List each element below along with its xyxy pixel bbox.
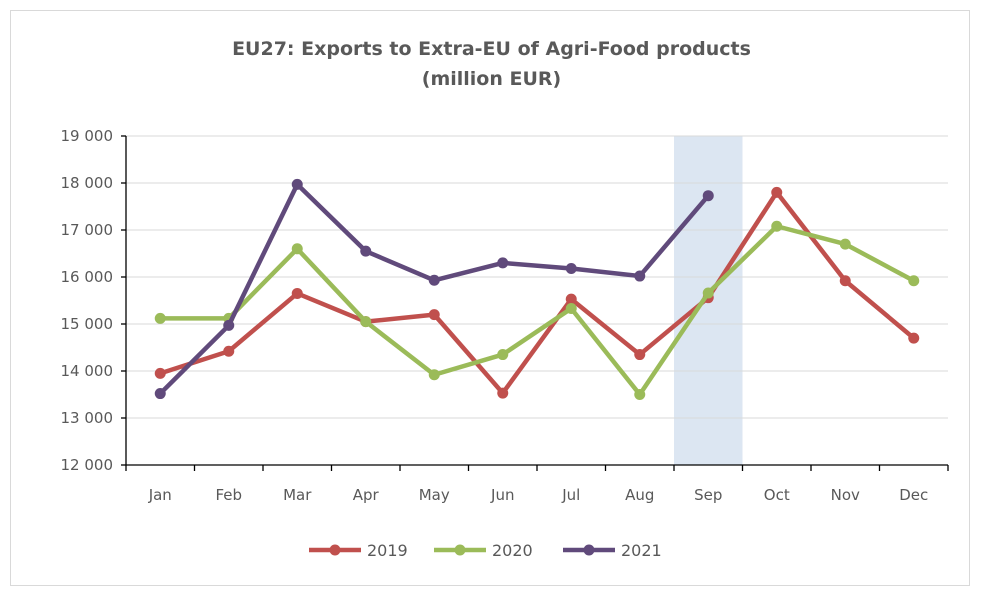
x-tick-label: Jul: [561, 486, 580, 504]
point-2019-Jun: [497, 387, 509, 399]
legend-label-2020: 2020: [492, 541, 533, 560]
chart-title-line2: (million EUR): [421, 68, 562, 90]
x-tick-label: Jan: [148, 486, 172, 504]
point-2021-Jan: [154, 388, 166, 400]
point-2021-Jun: [497, 257, 509, 269]
point-2020-Aug: [634, 389, 646, 400]
y-tick-label: 17 000: [61, 221, 114, 239]
legend-marker-2021: [583, 544, 595, 556]
x-tick-label: Apr: [353, 486, 380, 504]
x-tick-label: May: [419, 486, 450, 504]
point-2019-Aug: [634, 349, 646, 361]
point-2019-May: [428, 309, 440, 321]
legend-marker-2019: [329, 544, 341, 556]
legend-marker-2020: [454, 544, 466, 556]
series-line-2019: [158, 190, 916, 396]
point-2021-Mar: [291, 178, 303, 190]
point-2020-Jul: [565, 302, 577, 314]
point-2021-Apr: [360, 245, 372, 257]
point-2020-Jan: [154, 312, 166, 324]
point-2021-Sep: [702, 190, 714, 202]
point-2019-Jan: [154, 367, 166, 379]
point-2019-Jul: [565, 293, 577, 305]
y-tick-label: 15 000: [61, 315, 114, 333]
legend-label-2019: 2019: [367, 541, 408, 560]
x-tick-label: Nov: [831, 486, 860, 504]
x-tick-label: Sep: [694, 486, 722, 504]
y-tick-label: 16 000: [61, 268, 114, 286]
point-2019-Mar: [291, 287, 303, 299]
point-2020-Jun: [497, 349, 509, 361]
point-2020-Apr: [360, 316, 372, 328]
chart-title-line1: EU27: Exports to Extra-EU of Agri-Food p…: [232, 38, 751, 60]
x-tick-label: Aug: [625, 486, 654, 504]
point-2020-Nov: [839, 238, 851, 250]
point-2020-Sep: [702, 287, 714, 299]
y-tick-label: 18 000: [61, 174, 114, 192]
point-2021-Jul: [565, 263, 577, 275]
y-tick-label: 13 000: [61, 409, 114, 427]
point-2019-Nov: [839, 275, 851, 287]
y-tick-label: 14 000: [61, 362, 114, 380]
point-2020-Oct: [771, 220, 783, 232]
legend-label-2021: 2021: [621, 541, 662, 560]
point-2021-Feb: [223, 319, 235, 331]
x-tick-label: Jun: [490, 486, 514, 504]
y-tick-label: 19 000: [61, 127, 114, 145]
x-tick-label: Oct: [764, 486, 790, 504]
series-line-2020: [158, 223, 916, 397]
series-line-2021: [158, 182, 711, 396]
point-2019-Oct: [771, 186, 783, 198]
point-2019-Feb: [223, 345, 235, 357]
y-tick-label: 12 000: [61, 456, 114, 474]
point-2021-May: [428, 274, 440, 286]
chart-frame: [10, 10, 970, 586]
x-tick-label: Feb: [215, 486, 242, 504]
x-tick-label: Mar: [283, 486, 312, 504]
point-2019-Dec: [908, 332, 920, 344]
chart-title: EU27: Exports to Extra-EU of Agri-Food p…: [0, 34, 983, 94]
point-2020-Mar: [291, 243, 303, 255]
point-2021-Aug: [634, 270, 646, 282]
x-tick-label: Dec: [899, 486, 928, 504]
point-2020-Dec: [908, 275, 920, 287]
point-2020-May: [428, 369, 440, 381]
